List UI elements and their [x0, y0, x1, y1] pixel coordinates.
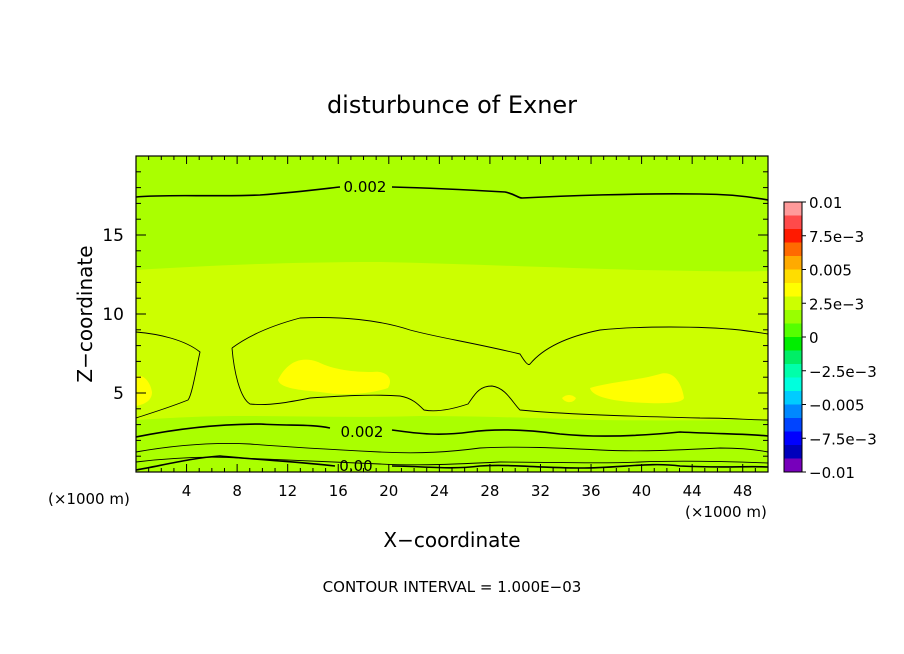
contour-line-lower-002 [136, 423, 768, 438]
field-band-above-4e-3-dot [562, 395, 576, 403]
colorbar-swatch [784, 296, 802, 311]
colorbar-swatch [784, 283, 802, 297]
x-tick-label: 20 [379, 482, 398, 500]
colorbar-swatch [784, 337, 802, 351]
colorbar-label: 2.5e−3 [809, 295, 864, 313]
colorbar-label: 0 [809, 329, 819, 347]
x-tick-label: 44 [683, 482, 702, 500]
y-axis-label: Z−coordinate [73, 245, 97, 382]
contour-line-0015 [136, 443, 768, 454]
colorbar-swatch [784, 350, 802, 365]
chart-title: disturbunce of Exner [327, 91, 577, 119]
x-tick-label: 36 [581, 482, 600, 500]
colorbar-swatch [784, 229, 802, 243]
x-axis: 4 8 12 16 20 24 28 32 36 40 44 48 [148, 156, 756, 500]
plot-area [136, 156, 768, 472]
colorbar: 0.01 7.5e−3 0.005 2.5e−3 0 −2.5e−3 −0.005 −7.5e… [783, 194, 877, 482]
x-unit-right: (×1000 m) [685, 503, 767, 521]
x-tick-label: 8 [232, 482, 242, 500]
colorbar-label: −2.5e−3 [809, 363, 877, 381]
y-axis: 5 10 15 [102, 171, 768, 457]
contour-label-zero: 0.00 [339, 457, 372, 475]
colorbar-label: −0.005 [809, 397, 865, 415]
colorbar-swatch [784, 445, 802, 459]
x-tick-label: 48 [733, 482, 752, 500]
colorbar-swatch [784, 377, 802, 392]
x-tick-label: 32 [531, 482, 550, 500]
contour-label-upper: 0.002 [344, 178, 387, 196]
x-tick-label: 28 [480, 482, 499, 500]
x-tick-label: 16 [329, 482, 348, 500]
y-tick-label: 5 [113, 384, 124, 404]
colorbar-label: −0.01 [809, 464, 855, 482]
contour-interval-note: CONTOUR INTERVAL = 1.000E−03 [323, 578, 582, 596]
colorbar-swatch [784, 215, 802, 230]
x-unit-left: (×1000 m) [48, 490, 130, 508]
colorbar-swatch [784, 242, 802, 257]
contour-label-lower: 0.002 [341, 423, 384, 441]
colorbar-swatch [784, 458, 802, 473]
colorbar-label: −7.5e−3 [809, 430, 877, 448]
x-tick-label: 4 [182, 482, 192, 500]
contour-line-upper-002 [136, 186, 768, 201]
y-tick-label: 15 [102, 226, 124, 246]
x-axis-label: X−coordinate [383, 528, 520, 552]
field-band-above-4e-3-center [278, 359, 391, 395]
colorbar-swatch [784, 256, 802, 270]
colorbar-swatch [784, 404, 802, 419]
colorbar-label: 0.01 [809, 194, 842, 212]
contour-labels: 0.002 0.002 0.00 [339, 178, 386, 475]
colorbar-swatch [784, 323, 802, 338]
colorbar-label: 7.5e−3 [809, 228, 864, 246]
y-tick-label: 10 [102, 305, 124, 325]
colorbar-swatch [784, 202, 802, 216]
colorbar-swatch [784, 310, 802, 324]
colorbar-label: 0.005 [809, 262, 852, 280]
field-band-above-4e-3-right [590, 373, 684, 404]
colorbar-swatch [784, 391, 802, 405]
colorbar-swatch [784, 431, 802, 446]
colorbar-swatch [784, 418, 802, 432]
colorbar-swatch [784, 364, 802, 378]
colorbar-swatch [784, 269, 802, 284]
x-tick-label: 24 [430, 482, 449, 500]
field-band-above-4e-3-left [136, 375, 152, 406]
contour-lines [136, 186, 768, 471]
contour-line-0025 [136, 317, 768, 421]
x-tick-label: 12 [278, 482, 297, 500]
contour-line-zero [136, 455, 768, 471]
x-tick-label: 40 [632, 482, 651, 500]
